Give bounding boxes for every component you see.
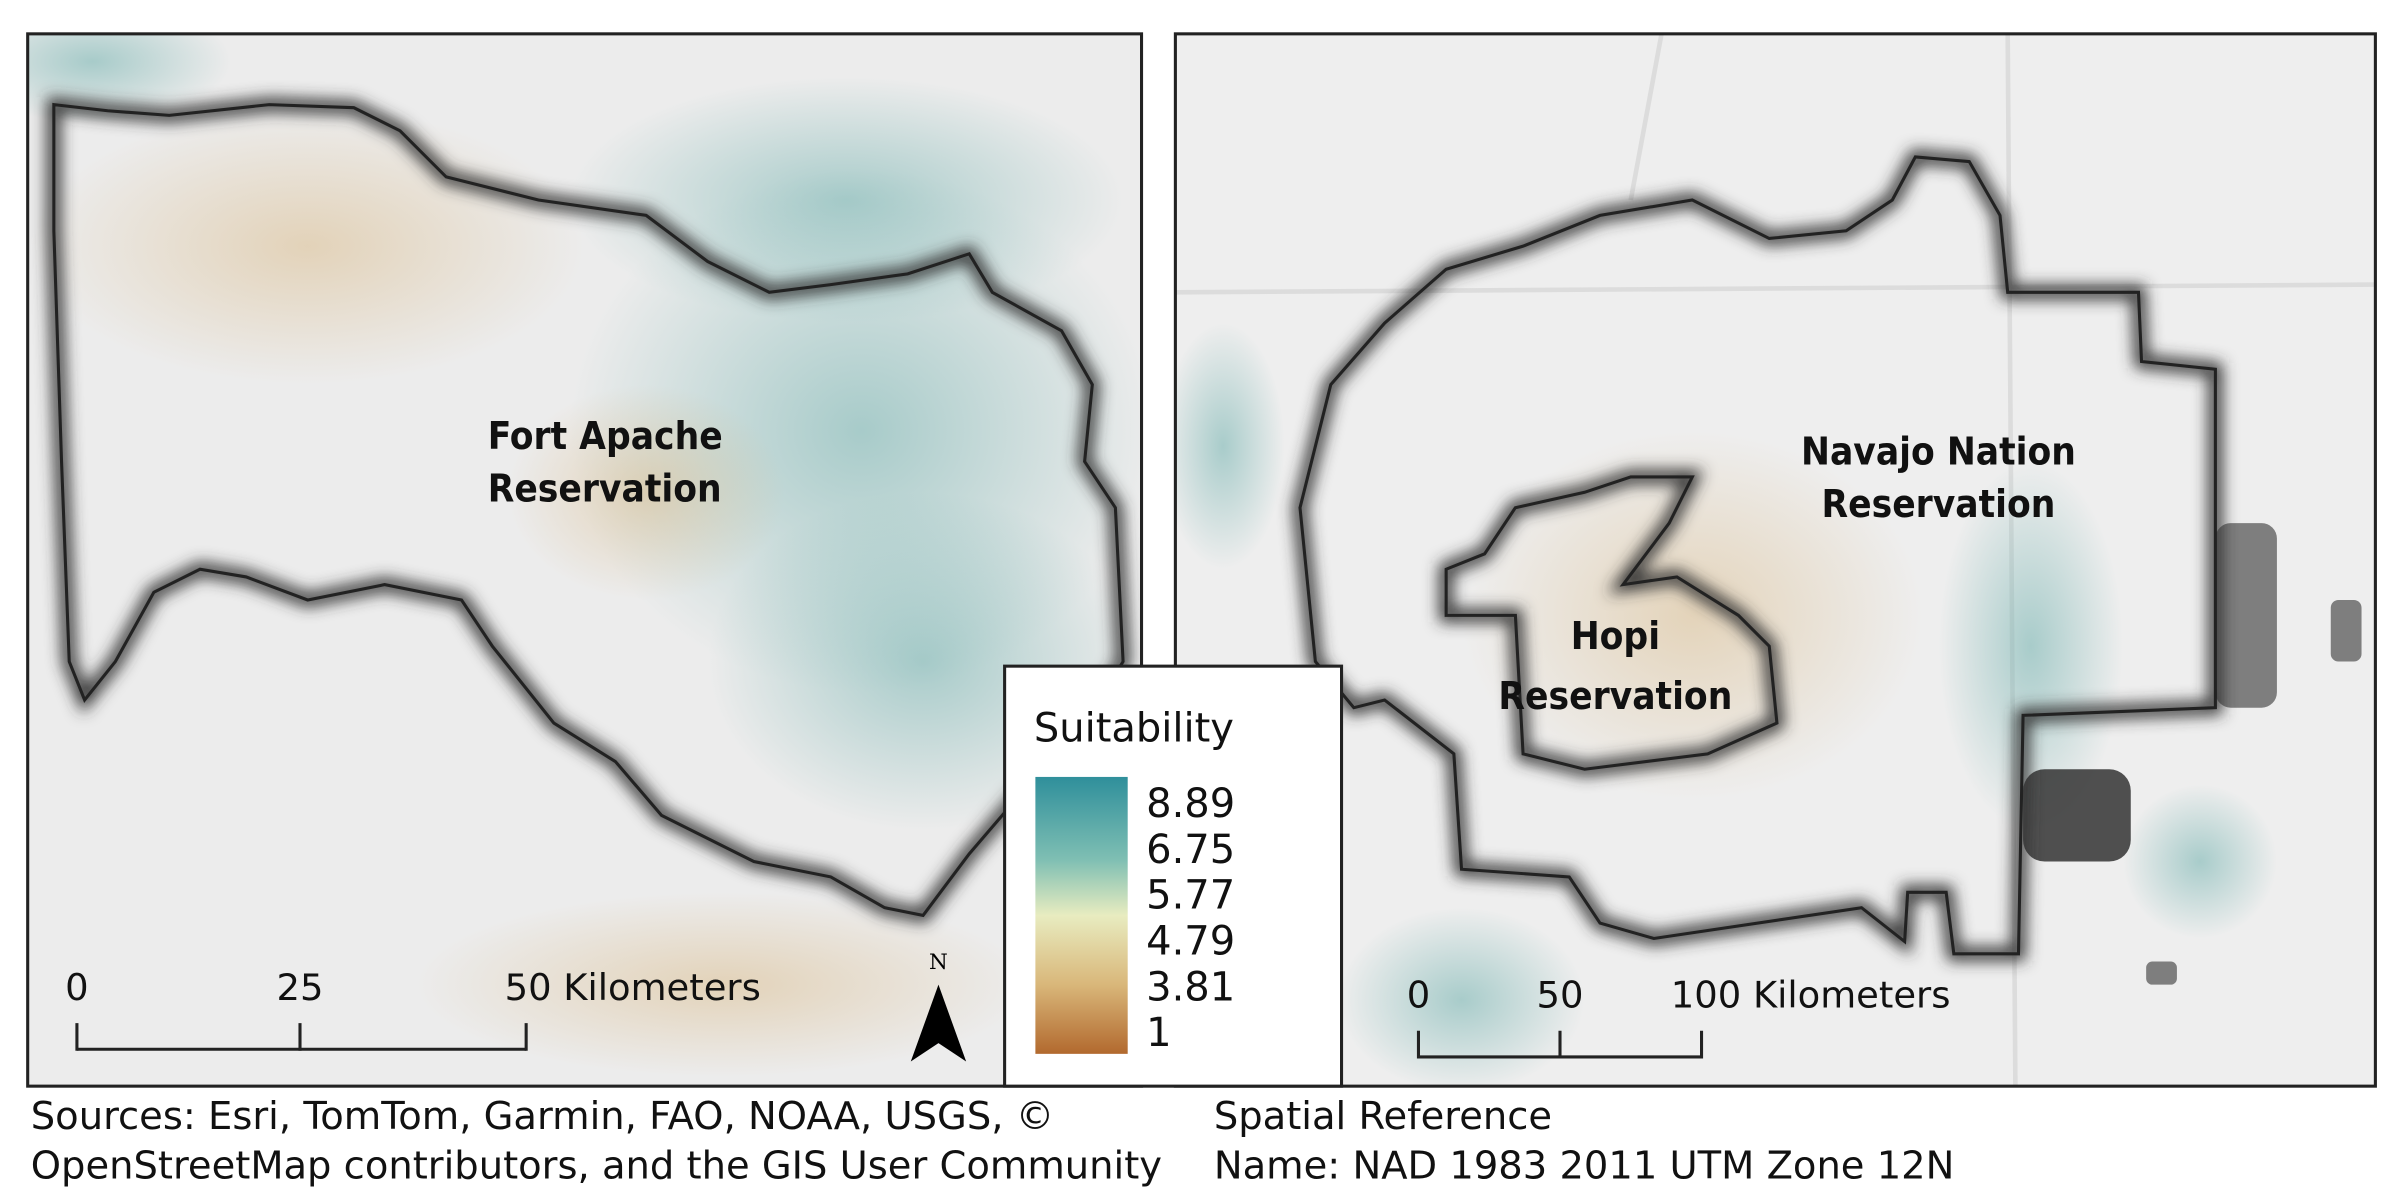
left-map: Fort Apache Reservation 0 25 50 Kilomete… [27, 33, 1142, 1087]
point-cluster-area [2023, 769, 2131, 862]
legend-label: 1 [1146, 1010, 1171, 1056]
spatial-reference: Name: NAD 1983 2011 UTM Zone 12N [1214, 1143, 1955, 1188]
suitability-area [2123, 784, 2277, 939]
legend-label: 8.89 [1146, 781, 1235, 827]
map-label: Navajo Nation [1801, 430, 2076, 475]
north-label: N [929, 950, 948, 975]
spatial-reference: Spatial Reference [1214, 1094, 1552, 1139]
scale-label: 100 Kilometers [1671, 974, 1951, 1017]
legend: Suitability 8.896.755.774.793.811 [1003, 664, 1344, 1088]
legend-label: 6.75 [1146, 827, 1235, 873]
map-frame [26, 32, 1144, 1088]
suitability-area [1175, 323, 1285, 570]
right-map: Navajo Nation Reservation Hopi Reservati… [1175, 33, 2376, 1087]
scale-label: 25 [277, 966, 324, 1009]
suitability-area [1938, 461, 2124, 831]
map-label: Reservation [1498, 674, 1732, 719]
legend-labels: 8.896.755.774.793.811 [1146, 781, 1235, 1056]
map-frame [1173, 32, 2377, 1088]
suitability-area [30, 107, 585, 385]
sources-text: Sources: Esri, TomTom, Garmin, FAO, NOAA… [31, 1094, 1054, 1139]
point-cluster-area [2330, 600, 2362, 662]
road [1628, 33, 1664, 201]
sources-text: OpenStreetMap contributors, and the GIS … [31, 1143, 1162, 1188]
north-arrow [910, 984, 967, 1062]
legend-label: 5.77 [1146, 873, 1235, 919]
scale-label: 50 [1537, 974, 1584, 1017]
suitability-area [1461, 430, 1924, 800]
map-label: Reservation [1821, 482, 2055, 527]
scale-bar [1416, 1030, 1704, 1059]
legend-title: Suitability [1034, 706, 1234, 752]
navajo-boundary [1298, 155, 2217, 956]
point-cluster-area [2215, 523, 2277, 708]
suitability-area [507, 384, 785, 600]
point-cluster [2023, 523, 2362, 985]
legend-label: 4.79 [1146, 918, 1235, 964]
suitability-area [1338, 907, 1585, 1087]
scale-label: 0 [1407, 974, 1430, 1017]
scale-label: 50 Kilometers [505, 966, 761, 1009]
map-label: Fort Apache [488, 414, 723, 459]
scale-label: 0 [65, 966, 88, 1009]
point-cluster-area [2146, 961, 2177, 985]
road [1175, 282, 2376, 295]
suitability-area [415, 892, 1031, 1077]
map-label: Hopi [1571, 614, 1660, 659]
map-label: Reservation [488, 467, 722, 512]
hopi-boundary [1444, 475, 1779, 771]
legend-label: 3.81 [1146, 964, 1235, 1010]
scale-bar [75, 1023, 528, 1051]
legend-ramp [1035, 776, 1128, 1054]
